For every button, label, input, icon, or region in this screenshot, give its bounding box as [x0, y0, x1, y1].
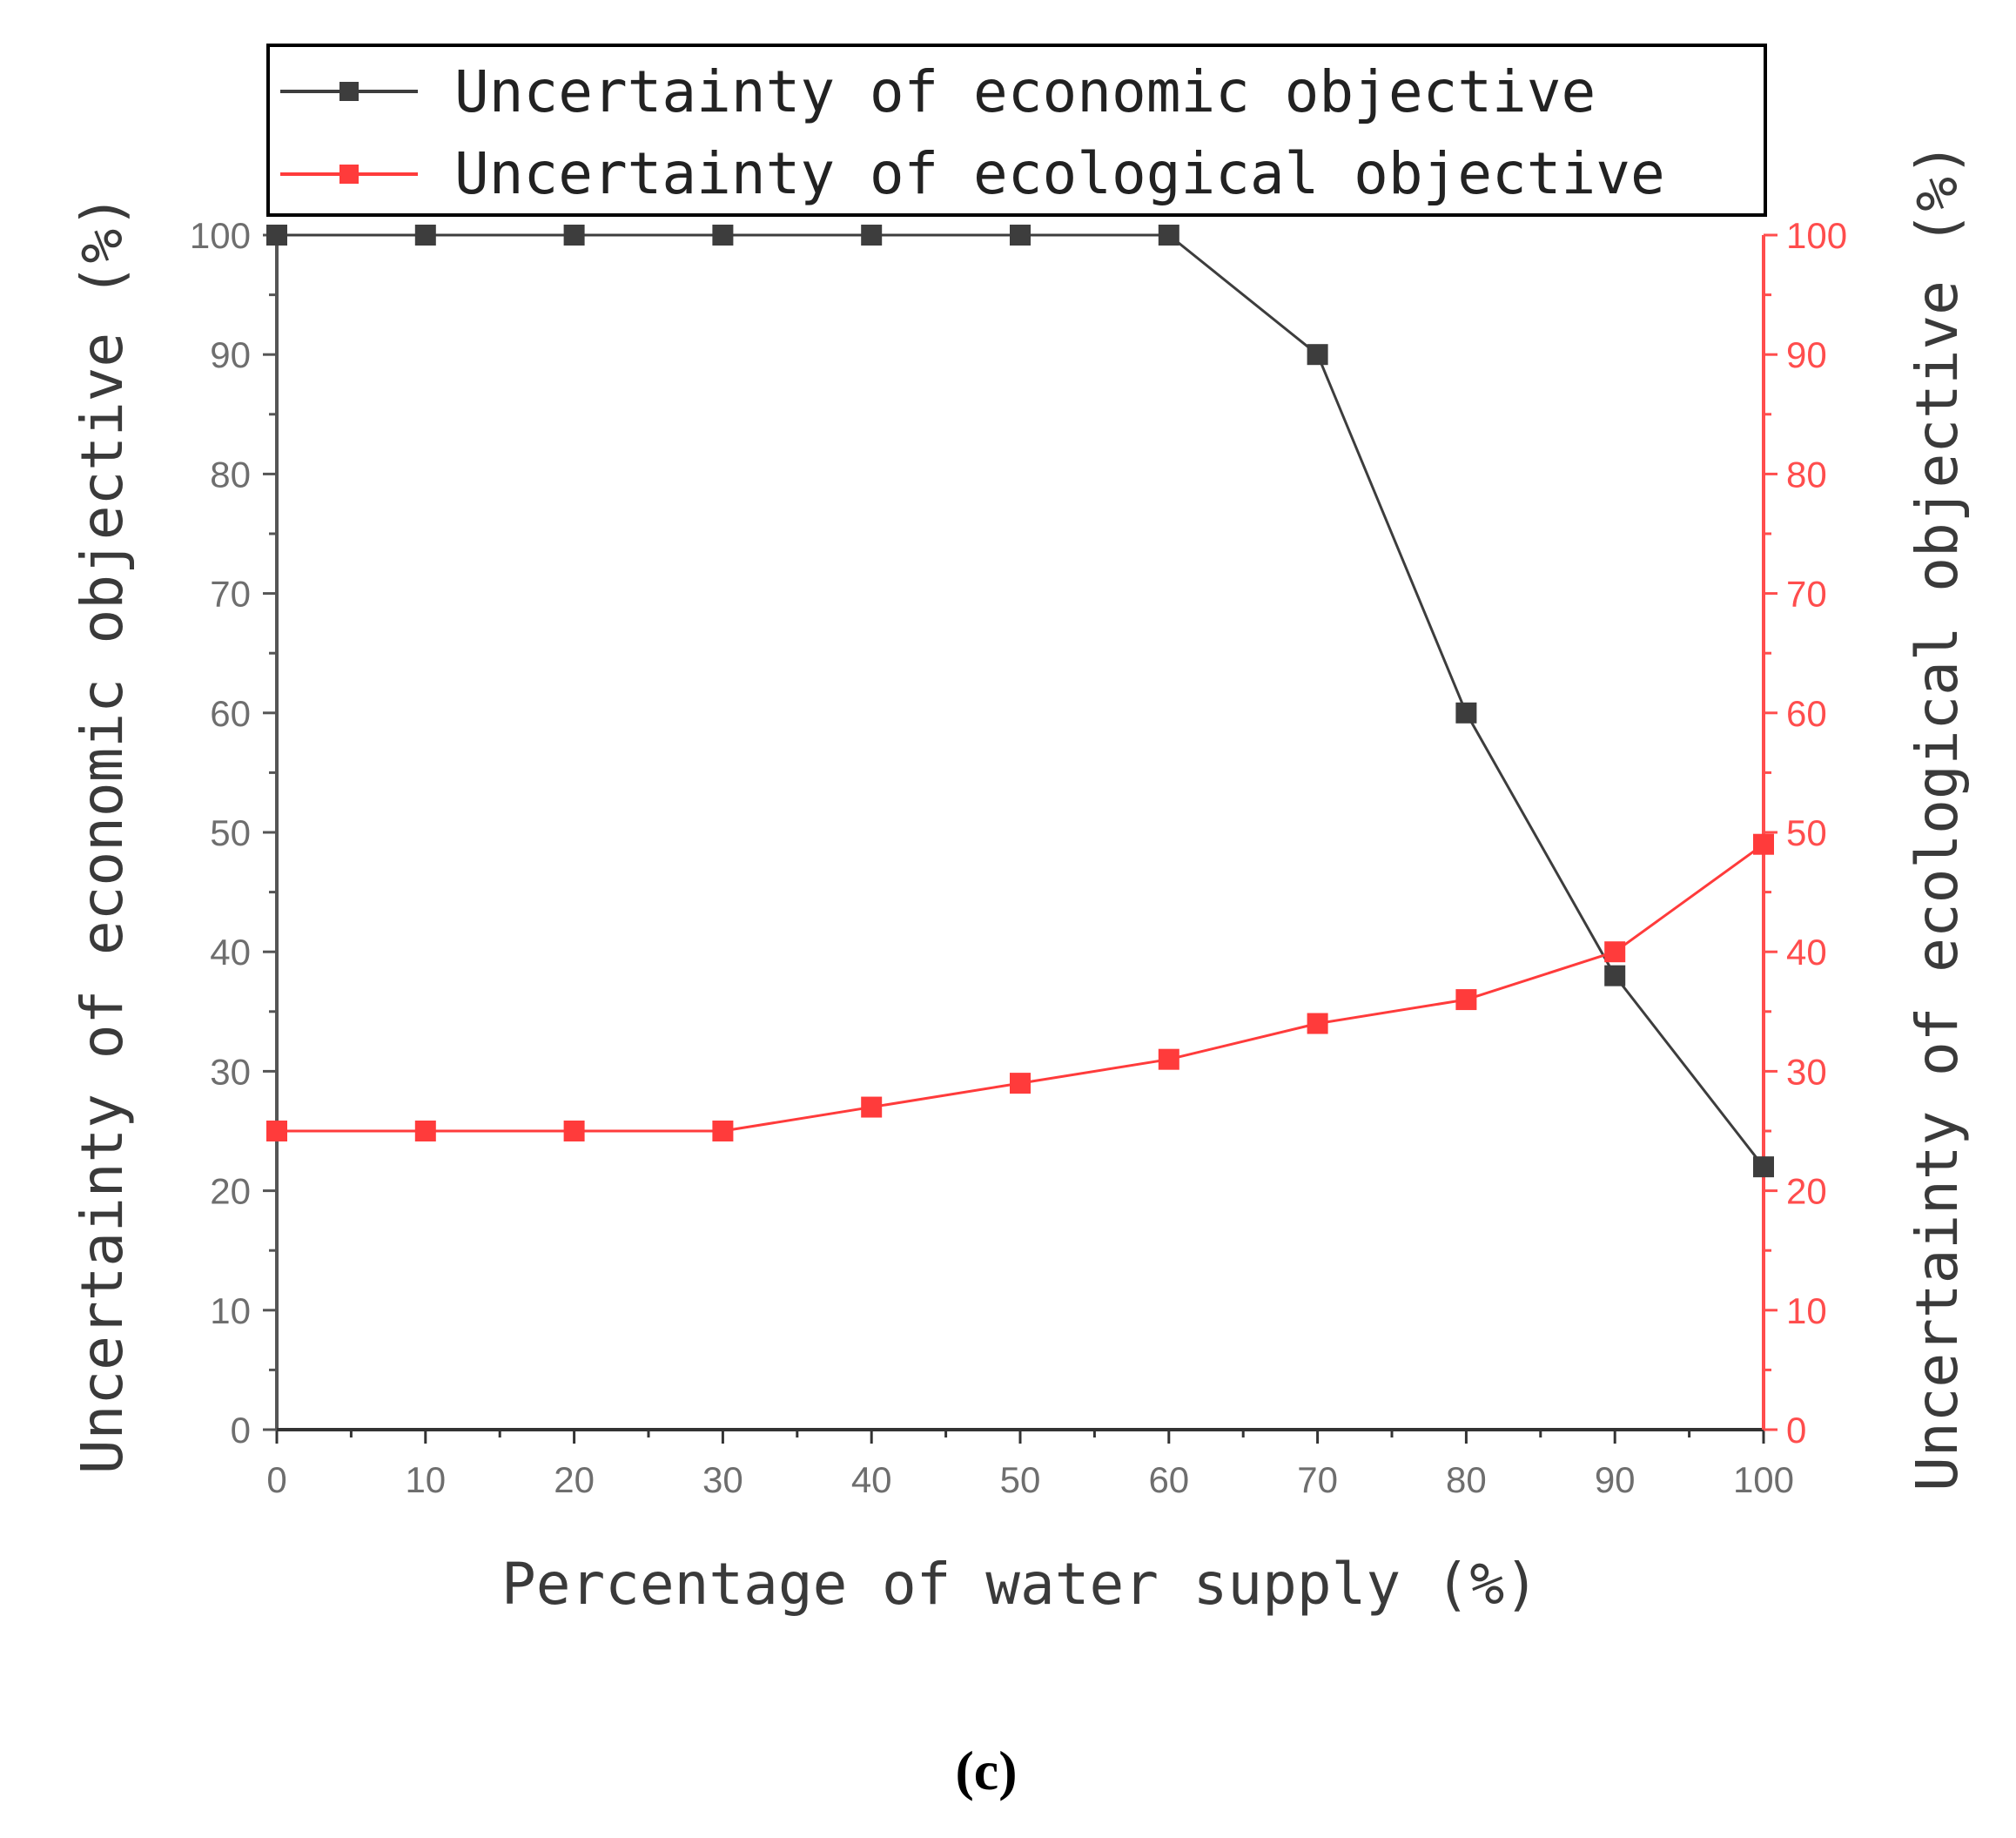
- data-point-ecological: [1604, 941, 1626, 963]
- x-axis-title: Percentage of water supply (%): [501, 1551, 1539, 1618]
- legend-box: [266, 44, 1767, 217]
- x-tick-label: 0: [266, 1459, 286, 1500]
- data-point-economic: [414, 225, 436, 246]
- data-point-economic: [861, 225, 883, 246]
- x-tick-label: 90: [1595, 1459, 1636, 1500]
- left-y-axis-title: Uncertainty of economic objective (%): [69, 194, 136, 1474]
- right-y-tick-label: 70: [1786, 574, 1827, 615]
- right-y-tick-label: 30: [1786, 1051, 1827, 1092]
- x-tick-label: 40: [851, 1459, 892, 1500]
- left-y-tick-label: 70: [210, 574, 251, 615]
- legend: Uncertainty of economic objective Uncert…: [266, 44, 1767, 217]
- data-point-economic: [563, 225, 585, 246]
- left-y-tick-label: 90: [210, 334, 251, 375]
- x-tick-label: 10: [405, 1459, 446, 1500]
- x-tick-label: 30: [702, 1459, 743, 1500]
- data-point-ecological: [1307, 1013, 1328, 1034]
- left-y-tick-label: 60: [210, 693, 251, 734]
- legend-label-economic: Uncertainty of economic objective: [454, 58, 1596, 125]
- left-y-tick-label: 100: [190, 215, 251, 256]
- data-point-ecological: [563, 1121, 585, 1141]
- data-point-ecological: [1010, 1073, 1031, 1094]
- right-y-tick-label: 10: [1786, 1290, 1827, 1331]
- data-point-ecological: [414, 1121, 436, 1141]
- data-point-ecological: [712, 1121, 734, 1141]
- right-y-tick-label: 50: [1786, 812, 1827, 853]
- legend-label-ecological: Uncertainty of ecological objective: [454, 140, 1665, 207]
- x-tick-label: 70: [1297, 1459, 1338, 1500]
- x-tick-label: 100: [1733, 1459, 1794, 1500]
- data-point-ecological: [1753, 833, 1774, 855]
- right-y-tick-label: 80: [1786, 454, 1827, 495]
- data-point-economic: [1307, 344, 1328, 366]
- left-y-tick-label: 10: [210, 1290, 251, 1331]
- right-y-tick-label: 40: [1786, 932, 1827, 973]
- left-y-tick-label: 20: [210, 1171, 251, 1212]
- x-tick-label: 50: [1000, 1459, 1041, 1500]
- left-y-axis-ticks: 0 10 20 30 40 50 60 70 80 90 100: [190, 215, 277, 1451]
- figure-caption: (c): [955, 1740, 1017, 1801]
- right-y-axis-ticks: 0 10 20 30 40 50 60 70 80 90 100: [1764, 215, 1847, 1451]
- right-y-tick-label: 0: [1786, 1410, 1806, 1451]
- left-y-tick-label: 80: [210, 454, 251, 495]
- right-y-tick-label: 60: [1786, 693, 1827, 734]
- right-y-tick-label: 100: [1786, 215, 1847, 256]
- x-axis-ticks: 0 10 20 30 40 50 60 70 80 90 100: [266, 1430, 1794, 1500]
- x-tick-label: 60: [1148, 1459, 1189, 1500]
- data-point-ecological: [266, 1121, 287, 1141]
- legend-marker-economic: [339, 82, 359, 101]
- right-y-tick-label: 90: [1786, 334, 1827, 375]
- data-point-economic: [712, 225, 734, 246]
- series-layer: [266, 225, 1774, 1178]
- right-y-axis-title: Uncertainty of ecological objective (%): [1904, 142, 1971, 1491]
- data-point-economic: [1604, 965, 1626, 986]
- x-tick-label: 20: [554, 1459, 595, 1500]
- left-y-tick-label: 0: [231, 1410, 251, 1451]
- data-point-economic: [1158, 225, 1179, 246]
- data-point-ecological: [1455, 989, 1477, 1011]
- data-point-ecological: [1158, 1048, 1179, 1070]
- left-y-tick-label: 30: [210, 1051, 251, 1092]
- right-y-tick-label: 20: [1786, 1171, 1827, 1212]
- left-y-tick-label: 50: [210, 812, 251, 853]
- data-point-economic: [1753, 1156, 1774, 1178]
- left-y-tick-label: 40: [210, 932, 251, 973]
- series-line-economic: [277, 233, 1765, 1168]
- data-point-economic: [1010, 225, 1031, 246]
- legend-marker-ecological: [339, 165, 359, 184]
- x-tick-label: 80: [1446, 1459, 1487, 1500]
- data-point-economic: [1455, 702, 1477, 724]
- data-point-ecological: [861, 1096, 883, 1118]
- data-point-economic: [266, 225, 287, 246]
